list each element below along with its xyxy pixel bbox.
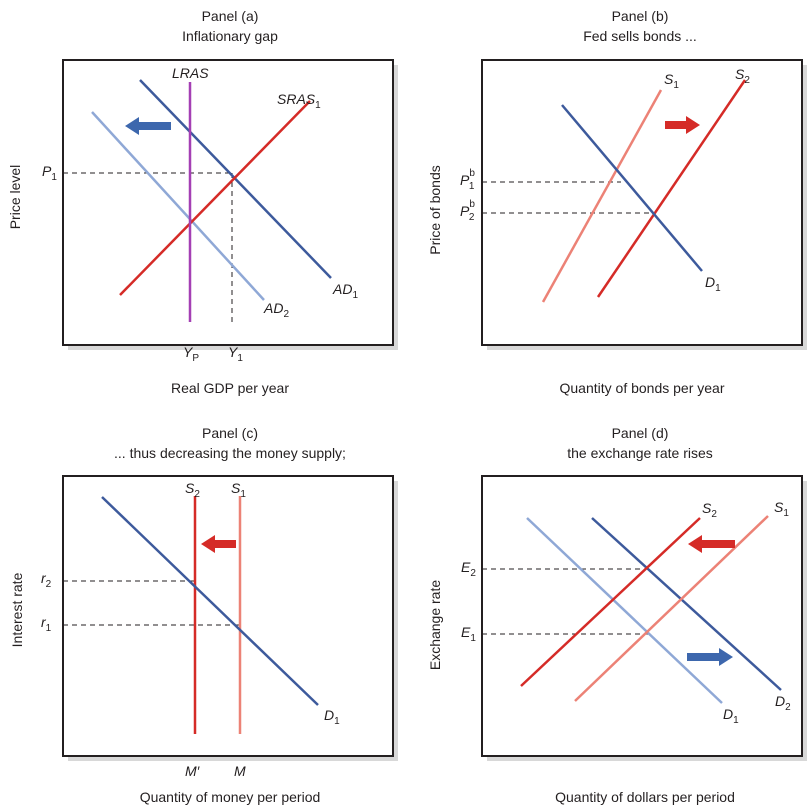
panel-b-s1-curve	[541, 89, 663, 303]
panel-c: Panel (c) ... thus decreasing the money …	[9, 425, 398, 805]
panel-a-yp-label: YP	[183, 344, 199, 364]
panel-a: Panel (a) Inflationary gap Price level R…	[7, 8, 398, 396]
panel-b-s2-label: S2	[735, 66, 750, 86]
panel-a-title: Panel (a)	[202, 8, 259, 24]
panel-d-s1-label: S1	[774, 499, 789, 519]
panel-a-sras1-label: SRAS1	[277, 91, 321, 111]
panel-d-s1-curve	[574, 515, 769, 702]
panel-c-d1-label: D1	[324, 707, 340, 727]
panel-c-shift-left-arrow	[201, 535, 236, 553]
panel-b-p2-label: Pb 2	[460, 199, 475, 223]
panel-d-ylabel: Exchange rate	[427, 580, 443, 670]
panel-a-frame	[62, 59, 394, 346]
panel-c-r1-label: r1	[41, 614, 52, 634]
panel-d-title: Panel (d)	[612, 425, 669, 441]
panel-c-r2-label: r2	[41, 570, 52, 590]
panel-d: Panel (d) the exchange rate rises Exchan…	[427, 425, 807, 805]
panel-a-ylabel: Price level	[7, 165, 23, 230]
panel-b-s2-curve	[596, 79, 747, 298]
panel-a-lras-label: LRAS	[172, 65, 209, 81]
panel-a-sras-curve	[119, 100, 311, 296]
panel-b-subtitle: Fed sells bonds ...	[583, 28, 697, 44]
panel-c-frame	[62, 475, 394, 757]
panel-d-d1-curve	[526, 517, 723, 704]
panel-c-d1-curve	[101, 496, 319, 706]
panel-b-frame	[481, 59, 803, 346]
panel-b-shift-right-arrow	[665, 116, 700, 134]
panel-d-xlabel: Quantity of dollars per period	[555, 789, 735, 805]
panel-d-frame	[481, 475, 803, 757]
panel-c-xlabel: Quantity of money per period	[140, 789, 321, 805]
panel-c-subtitle: ... thus decreasing the money supply;	[114, 445, 346, 461]
panel-c-s1-label: S1	[231, 480, 246, 500]
panel-c-ylabel: Interest rate	[9, 572, 25, 647]
panel-d-s2-curve	[520, 517, 701, 687]
panel-d-s2-label: S2	[702, 500, 717, 520]
panel-a-ad2-curve	[91, 111, 265, 301]
panel-a-p1-label: P1	[42, 163, 57, 183]
panel-c-mprime-label: M′	[185, 763, 201, 779]
panel-b-d1-curve	[561, 104, 703, 272]
panel-d-subtitle: the exchange rate rises	[567, 445, 713, 461]
panel-d-d2-curve	[591, 517, 782, 691]
panel-c-title: Panel (c)	[202, 425, 258, 441]
panel-d-d2-label: D2	[775, 693, 791, 713]
panel-a-y1-label: Y1	[228, 344, 243, 364]
panel-a-xlabel: Real GDP per year	[171, 380, 289, 396]
panel-b: Panel (b) Fed sells bonds ... Price of b…	[427, 8, 807, 396]
panel-a-shift-left-arrow	[125, 117, 171, 135]
panel-d-e1-label: E1	[461, 624, 476, 644]
panel-d-d1-label: D1	[723, 706, 739, 726]
panel-a-ad1-label: AD1	[332, 281, 358, 301]
panel-b-d1-label: D1	[705, 274, 721, 294]
panel-c-s2-label: S2	[185, 480, 200, 500]
panel-b-xlabel: Quantity of bonds per year	[560, 380, 725, 396]
panel-b-p1-label: Pb 1	[460, 168, 475, 192]
panel-b-s1-label: S1	[664, 71, 679, 91]
panel-a-subtitle: Inflationary gap	[182, 28, 278, 44]
panel-d-shift-right-arrow	[687, 648, 733, 666]
panel-d-shift-left-arrow	[688, 535, 735, 553]
panel-a-ad1-curve	[139, 79, 332, 279]
panel-c-m-label: M	[234, 763, 246, 779]
panel-b-title: Panel (b)	[612, 8, 669, 24]
panel-d-e2-label: E2	[461, 559, 476, 579]
panel-a-ad2-label: AD2	[263, 300, 289, 320]
panel-b-ylabel: Price of bonds	[427, 165, 443, 255]
